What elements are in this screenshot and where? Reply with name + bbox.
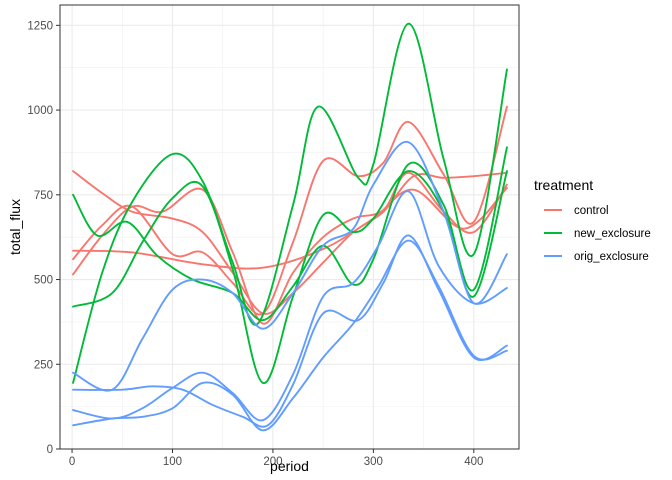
- y-tick-label: 500: [34, 275, 53, 287]
- legend-label-control: control: [574, 205, 609, 217]
- legend-label-orig_exclosure: orig_exclosure: [574, 251, 649, 263]
- x-axis-title: period: [270, 458, 309, 474]
- y-tick-label: 250: [34, 359, 53, 371]
- y-axis-title: total_flux: [7, 199, 23, 255]
- x-tick-label: 400: [464, 456, 483, 468]
- legend-title: treatment: [534, 177, 593, 193]
- x-tick-label: 100: [163, 456, 182, 468]
- y-tick-label: 0: [47, 444, 53, 456]
- x-tick-label: 0: [69, 456, 75, 468]
- y-tick-label: 1250: [27, 20, 53, 32]
- legend-label-new_exclosure: new_exclosure: [574, 228, 651, 240]
- y-tick-label: 750: [34, 190, 53, 202]
- x-tick-label: 300: [364, 456, 383, 468]
- y-tick-label: 1000: [27, 105, 53, 117]
